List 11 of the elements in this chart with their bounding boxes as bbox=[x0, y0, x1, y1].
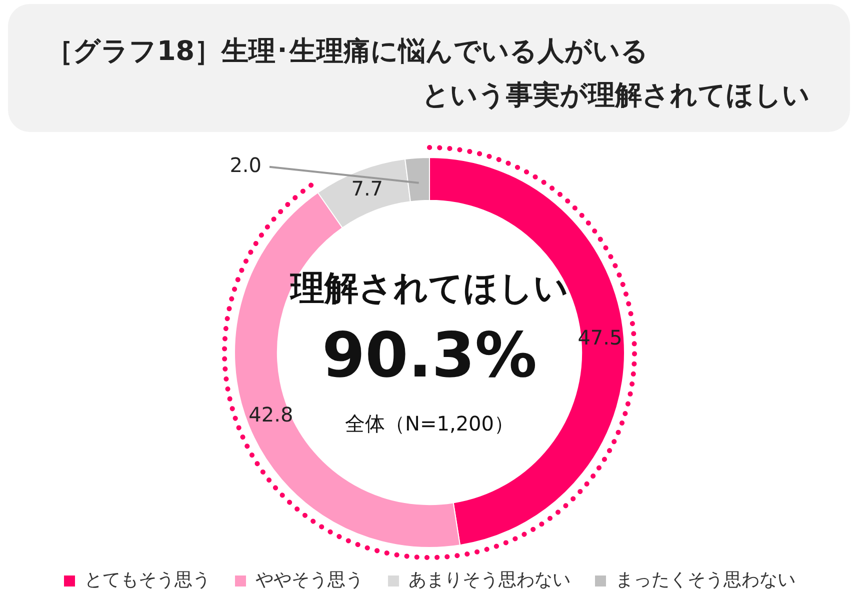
legend-label: まったくそう思わない bbox=[616, 570, 796, 591]
data-label: 7.7 bbox=[351, 176, 384, 201]
chart-title: ［グラフ18］生理･生理痛に悩んでいる人がいるという事実が理解されてほしい bbox=[46, 35, 810, 113]
legend-label: とてもそう思う bbox=[84, 570, 210, 591]
text: 理解されてほしい bbox=[290, 268, 568, 308]
data-label: 2.0 bbox=[230, 153, 262, 178]
text: 全体（N=1,200） bbox=[345, 412, 514, 436]
legend-label: あまりそう思わない bbox=[408, 570, 570, 591]
data-label: 42.8 bbox=[248, 402, 294, 427]
legend-label: ややそう思う bbox=[256, 570, 364, 591]
text: 90.3% bbox=[322, 318, 538, 392]
